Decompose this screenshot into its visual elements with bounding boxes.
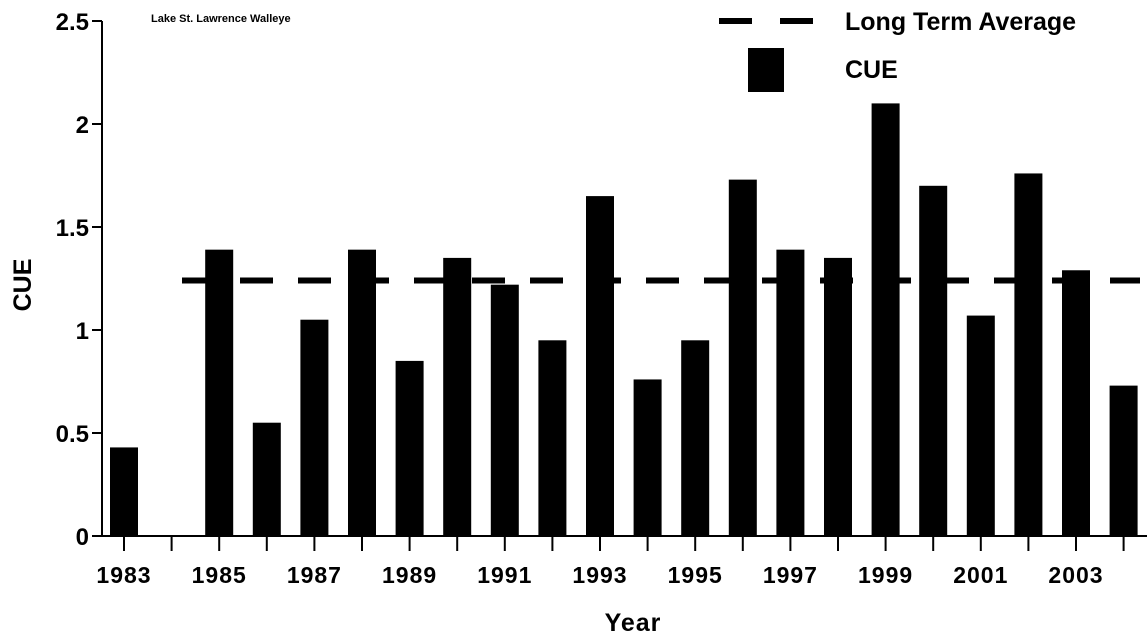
cue-bar bbox=[586, 196, 614, 536]
cue-bar bbox=[110, 447, 138, 536]
x-tick-label: 1993 bbox=[572, 562, 627, 588]
y-tick-label: 1.5 bbox=[56, 215, 89, 242]
y-tick-label: 1 bbox=[76, 318, 89, 345]
x-tick-label: 1995 bbox=[668, 562, 723, 588]
cue-bar bbox=[205, 249, 234, 536]
x-tick-label: 2001 bbox=[953, 562, 1008, 588]
cue-bar bbox=[252, 422, 281, 536]
cue-bar bbox=[300, 319, 329, 536]
legend: Long Term Average CUE bbox=[719, 8, 1076, 92]
cue-bar bbox=[824, 257, 852, 536]
cue-bar bbox=[490, 284, 519, 536]
y-tick-label: 0 bbox=[76, 524, 89, 551]
chart-title: Lake St. Lawrence Walleye bbox=[151, 13, 291, 25]
cue-bar bbox=[919, 185, 948, 537]
cue-bar bbox=[1014, 173, 1043, 536]
bars-group bbox=[110, 103, 1138, 537]
y-tick-label: 0.5 bbox=[56, 421, 89, 448]
y-tick-label: 2.5 bbox=[56, 9, 89, 36]
legend-bar-swatch bbox=[748, 48, 784, 92]
cue-bar bbox=[443, 257, 472, 536]
x-tick-label: 1999 bbox=[858, 562, 913, 588]
x-tick-label: 1983 bbox=[96, 562, 151, 588]
x-tick-label: 1985 bbox=[192, 562, 247, 588]
cue-bar bbox=[538, 340, 567, 536]
y-axis: 0 0.5 1 1.5 2 2.5 bbox=[56, 9, 103, 551]
x-tick-label: 1987 bbox=[287, 562, 342, 588]
cue-bar bbox=[681, 340, 710, 536]
cue-bar bbox=[395, 360, 424, 536]
cue-bar bbox=[966, 315, 995, 536]
y-axis-label: CUE bbox=[9, 259, 37, 312]
x-axis: 1983 1985 1987 1989 1991 1993 1995 1997 1999 2001… bbox=[96, 535, 1147, 588]
x-axis-label: Year bbox=[605, 609, 662, 637]
cue-bar bbox=[776, 249, 805, 536]
x-tick-label: 1991 bbox=[477, 562, 532, 588]
cue-bar bbox=[1062, 270, 1090, 536]
x-tick-label: 1997 bbox=[763, 562, 818, 588]
cue-bar bbox=[728, 179, 757, 536]
x-tick-label: 1989 bbox=[382, 562, 437, 588]
x-tick-label: 2003 bbox=[1048, 562, 1103, 588]
legend-label-long-term-average: Long Term Average bbox=[845, 8, 1076, 36]
y-tick-label: 2 bbox=[76, 112, 89, 139]
legend-label-cue: CUE bbox=[845, 56, 898, 84]
cue-bar bbox=[871, 103, 900, 537]
cue-bar bbox=[633, 379, 662, 536]
cue-bar bbox=[1109, 385, 1138, 536]
cue-bar bbox=[348, 249, 376, 536]
